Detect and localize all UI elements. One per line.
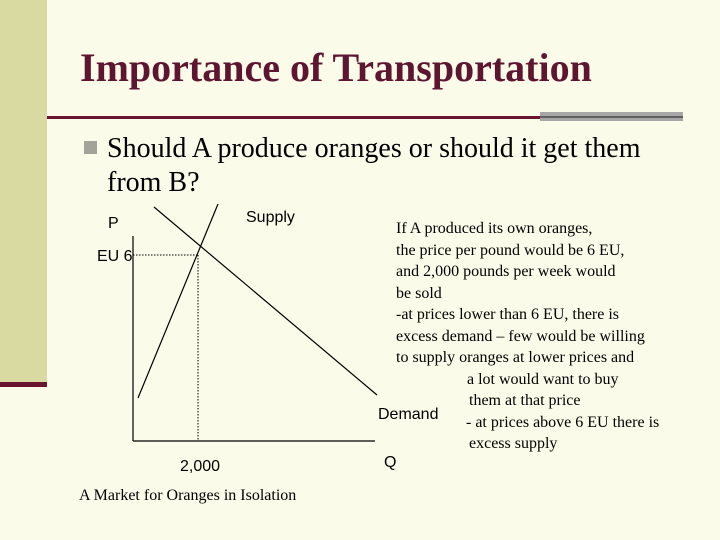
title-rule xyxy=(47,116,540,119)
explanation-line: them at that price xyxy=(469,392,581,409)
price-tick-label: EU 6 xyxy=(97,248,133,265)
bullet-square-icon xyxy=(84,141,97,154)
diagram-caption: A Market for Oranges in Isolation xyxy=(79,487,296,504)
explanation-line: the price per pound would be 6 EU, xyxy=(396,241,625,259)
quantity-tick-label: 2,000 xyxy=(180,458,220,475)
explanation-line: - at prices above 6 EU there is xyxy=(466,413,660,431)
title-rule-accent-line xyxy=(540,116,683,118)
bullet-text: Should A produce oranges or should it ge… xyxy=(107,133,641,198)
p-axis-label: P xyxy=(108,215,119,232)
slide-title: Importance of Transportation xyxy=(80,45,592,90)
supply-curve xyxy=(137,203,219,399)
explanation-line: -at prices lower than 6 EU, there is xyxy=(396,306,620,323)
demand-curve xyxy=(153,206,378,396)
demand-label: Demand xyxy=(378,406,438,423)
explanation-line: a lot would want to buy xyxy=(467,370,619,388)
explanation-line: be sold xyxy=(396,284,442,302)
explanation-line: to supply oranges at lower prices and xyxy=(396,349,635,366)
explanation-line: excess supply xyxy=(469,435,558,452)
left-decor-band-foot xyxy=(0,382,47,387)
q-axis-label: Q xyxy=(384,454,396,471)
explanation-text: If A produced its own oranges, the price… xyxy=(396,218,696,455)
explanation-line: excess demand – few would be willing xyxy=(396,327,645,345)
explanation-line: If A produced its own oranges, xyxy=(396,220,593,237)
left-decor-band xyxy=(0,0,47,384)
explanation-line: and 2,000 pounds per week would xyxy=(396,263,616,280)
supply-label: Supply xyxy=(246,209,295,226)
